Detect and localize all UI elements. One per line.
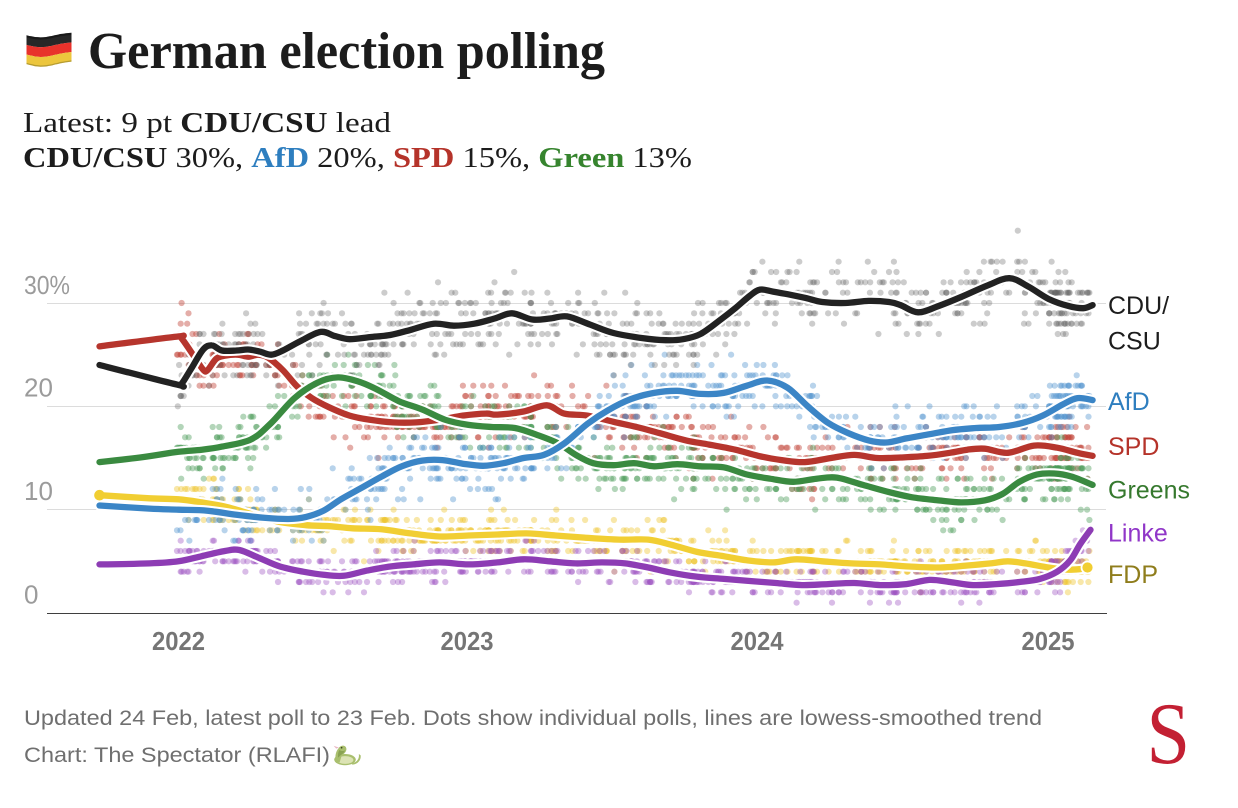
svg-text:S: S: [1147, 686, 1191, 783]
svg-text:2022: 2022: [152, 626, 205, 656]
svg-text:AfD: AfD: [1108, 388, 1150, 416]
svg-text:SPD: SPD: [1108, 433, 1159, 461]
svg-text:2025: 2025: [1022, 626, 1075, 656]
svg-text:FDP: FDP: [1108, 561, 1158, 589]
svg-text:German election polling: German election polling: [88, 23, 605, 80]
svg-text:30%: 30%: [24, 270, 70, 300]
svg-text:20: 20: [24, 373, 53, 403]
svg-text:Greens: Greens: [1108, 477, 1190, 505]
svg-text:0: 0: [24, 580, 38, 610]
svg-text:Updated 24 Feb, latest poll to: Updated 24 Feb, latest poll to 23 Feb. D…: [24, 706, 1042, 730]
svg-text:2023: 2023: [441, 626, 494, 656]
svg-text:Chart: The Spectator (RLAFI): Chart: The Spectator (RLAFI): [24, 743, 330, 767]
svg-text:Linke: Linke: [1108, 520, 1168, 548]
svg-text:Latest: 9 pt CDU/CSU lead: Latest: 9 pt CDU/CSU lead: [23, 107, 392, 139]
svg-text:CDU/CSU 30%, AfD 20%, SPD 15%,: CDU/CSU 30%, AfD 20%, SPD 15%, Green 13%: [23, 142, 692, 174]
svg-text:2024: 2024: [731, 626, 784, 656]
svg-text:10: 10: [24, 476, 53, 506]
svg-text:CDU/: CDU/: [1108, 292, 1169, 320]
svg-text:CSU: CSU: [1108, 328, 1161, 356]
